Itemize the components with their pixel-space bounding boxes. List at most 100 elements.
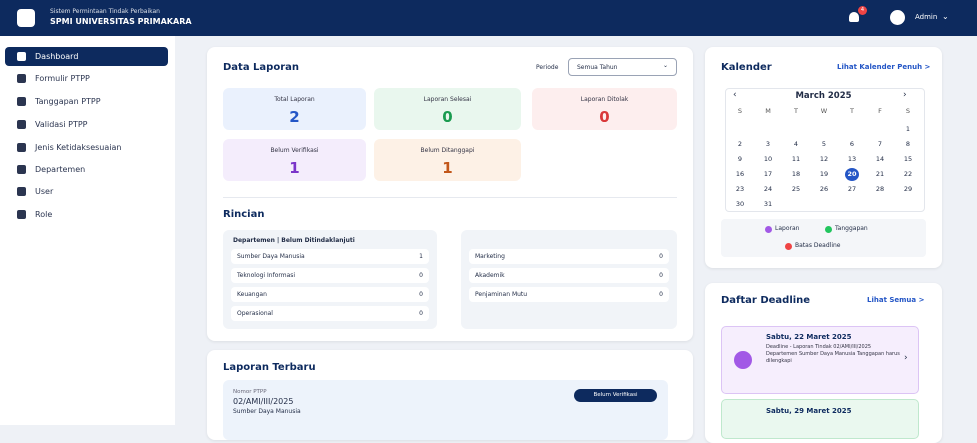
day[interactable]: 24 (763, 185, 773, 193)
prev[interactable]: ‹ (733, 90, 737, 100)
icon (734, 351, 752, 369)
day[interactable]: 18 (791, 170, 801, 178)
nav-item[interactable]: Jenis Ketidaksesuaian (5, 138, 168, 157)
month: March 2025 (795, 91, 852, 101)
day[interactable]: 10 (763, 155, 773, 163)
day[interactable]: 15 (903, 155, 913, 163)
calendar-link[interactable]: Lihat Kalender Penuh > (837, 63, 931, 71)
report-item[interactable]: Nomor PTPP 02/AMI/III/2025 Sumber Daya M… (223, 380, 668, 440)
nav-item[interactable]: Departemen (5, 160, 168, 179)
day[interactable]: 3 (765, 140, 771, 148)
nav-item[interactable]: Validasi PTPP (5, 115, 168, 134)
stat-card: Belum Ditanggapi 1 (374, 139, 521, 181)
deadline-item[interactable]: Sabtu, 29 Maret 2025 (721, 399, 919, 439)
stat-card: Total Laporan 2 (223, 88, 366, 130)
sidebar: Dashboard Formulir PTPP Tanggapan PTPP Vali… (0, 36, 175, 425)
detail-row: Keuangan 0 (231, 287, 429, 302)
day[interactable]: 30 (735, 200, 745, 208)
day[interactable]: 31 (763, 200, 773, 208)
nav-item[interactable]: Role (5, 205, 168, 224)
nav-icon (17, 74, 26, 83)
nav-icon (17, 187, 26, 196)
chevron: › (904, 353, 908, 363)
legend (721, 219, 926, 257)
detail-row: Teknologi Informasi 0 (231, 268, 429, 283)
legend-dot (785, 243, 792, 250)
nav-item[interactable]: User (5, 182, 168, 201)
nav-label: Departemen (35, 165, 86, 174)
detail-row: Penjaminan Mutu 0 (469, 287, 669, 302)
app-title: SPMI UNIVERSITAS PRIMAKARA (50, 17, 192, 26)
day[interactable]: 25 (791, 185, 801, 193)
deadline-link[interactable]: Lihat Semua > (867, 296, 925, 304)
day[interactable]: 28 (875, 185, 885, 193)
detail-value: 0 (659, 291, 663, 298)
next[interactable]: › (903, 90, 907, 100)
legend-label: Laporan (775, 225, 800, 232)
stat-card: Belum Verifikasi 1 (223, 139, 366, 181)
bell[interactable] (849, 12, 859, 22)
avatar[interactable] (890, 10, 905, 25)
nav-item[interactable]: Tanggapan PTPP (5, 92, 168, 111)
day[interactable]: 22 (903, 170, 913, 178)
weekday: W (820, 107, 828, 115)
app-subtitle: Sistem Permintaan Tindak Perbaikan (50, 8, 160, 15)
day[interactable]: 27 (847, 185, 857, 193)
day[interactable]: 11 (791, 155, 801, 163)
day[interactable]: 5 (821, 140, 827, 148)
detail-row: Akademik 0 (469, 268, 669, 283)
deadline-item[interactable]: Sabtu, 22 Maret 2025 Deadline - Laporan … (721, 326, 919, 394)
day[interactable]: 12 (819, 155, 829, 163)
day[interactable]: 16 (735, 170, 745, 178)
day[interactable]: 19 (819, 170, 829, 178)
day[interactable]: 13 (847, 155, 857, 163)
nav-icon (17, 97, 26, 106)
stat-value: 2 (289, 108, 300, 126)
day[interactable]: 7 (877, 140, 883, 148)
nav-icon (17, 143, 26, 152)
day[interactable]: 21 (875, 170, 885, 178)
day[interactable]: 1 (905, 125, 911, 133)
user-name[interactable]: Admin (915, 13, 938, 21)
nav-label: User (35, 187, 54, 196)
day[interactable]: 14 (875, 155, 885, 163)
day[interactable]: 4 (793, 140, 799, 148)
filter-select[interactable]: Semua Tahun ⌄ (568, 58, 677, 76)
detail-value: 0 (659, 253, 663, 260)
nav-item[interactable]: Dashboard (5, 47, 168, 66)
nav-icon (17, 165, 26, 174)
stat-label: Belum Verifikasi (270, 147, 319, 154)
day[interactable]: 9 (737, 155, 743, 163)
day-today[interactable]: 20 (845, 168, 859, 181)
section-title: Kalender (721, 62, 772, 73)
detail-name: Penjaminan Mutu (475, 291, 528, 298)
detail-row: Marketing 0 (469, 249, 669, 264)
box-header: Departemen | Belum Ditindaklanjuti (233, 237, 355, 244)
calendar-frame (725, 88, 925, 212)
weekday: T (794, 107, 798, 115)
day[interactable]: 6 (849, 140, 855, 148)
section-title: Data Laporan (223, 62, 300, 73)
nav-item[interactable]: Formulir PTPP (5, 69, 168, 88)
day[interactable]: 29 (903, 185, 913, 193)
data-card: Data Laporan Periode Semua Tahun ⌄ Total … (207, 47, 693, 341)
day[interactable]: 26 (819, 185, 829, 193)
nav-icon (17, 120, 26, 129)
detail-value: 0 (419, 310, 423, 317)
day[interactable]: 8 (905, 140, 911, 148)
detail-name: Keuangan (237, 291, 267, 298)
detail-row: Operasional 0 (231, 306, 429, 321)
day[interactable]: 2 (737, 140, 743, 148)
chevron[interactable]: ⌄ (942, 12, 949, 21)
badge: 4 (858, 6, 867, 15)
nav-label: Role (35, 210, 53, 219)
nav-icon (17, 52, 26, 61)
logo (17, 9, 35, 27)
detail-value: 1 (419, 253, 423, 260)
nav-label: Formulir PTPP (35, 74, 90, 83)
nav-label: Dashboard (35, 52, 79, 61)
calendar-card: Kalender Lihat Kalender Penuh > ‹ › Marc… (705, 47, 942, 268)
day[interactable]: 17 (763, 170, 773, 178)
day[interactable]: 23 (735, 185, 745, 193)
